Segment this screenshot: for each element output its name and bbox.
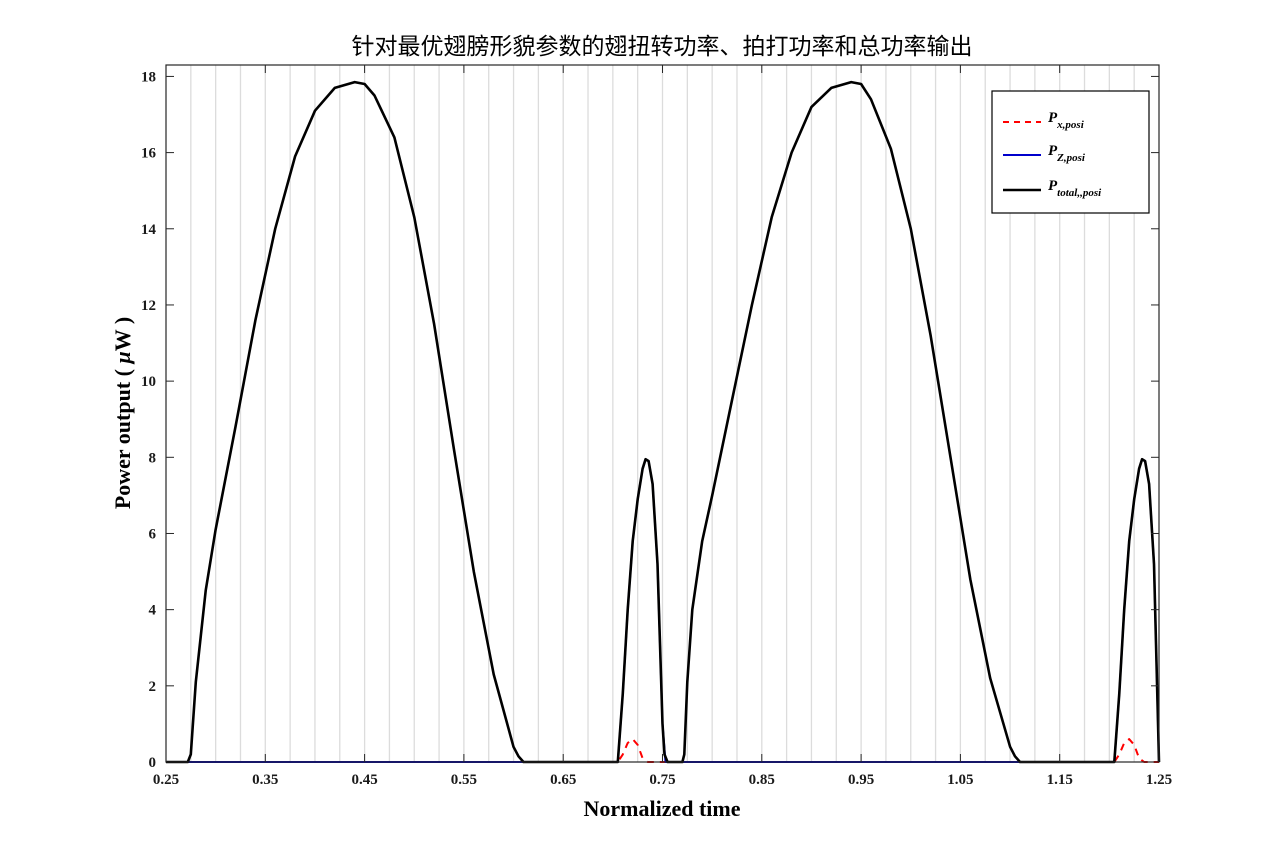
y-tick-label: 4 [149, 603, 157, 619]
y-tick-label: 18 [141, 69, 156, 85]
x-tick-label: 0.45 [351, 772, 377, 788]
y-tick-label: 14 [141, 222, 157, 238]
y-tick-label: 2 [149, 679, 157, 695]
x-axis-label: Normalized time [584, 796, 741, 821]
legend-box [991, 90, 1150, 214]
grid-lines [190, 65, 1135, 762]
y-axis-label: Power output ( μW ) [110, 317, 135, 509]
x-tick-label: 0.35 [252, 772, 278, 788]
legend-pz-main: P [1048, 143, 1058, 159]
x-tick-label: 0.85 [749, 772, 775, 788]
legend: Px,posi PZ,posi Ptotal,,posi [991, 90, 1150, 214]
y-axis-label-prefix: Power output ( [110, 364, 135, 510]
y-tick-label: 10 [141, 374, 156, 390]
legend-label-px: Px,posi [1048, 110, 1085, 131]
chart-title: 针对最优翅膀形貌参数的翅扭转功率、拍打功率和总功率输出 [352, 34, 973, 60]
y-axis-label-mu: μ [110, 351, 135, 364]
y-tick-label: 0 [149, 755, 157, 771]
axis-ticks: 0.25 0.35 0.45 0.55 0.65 0.75 0.85 0.95 1.05 1.15… [141, 65, 1172, 788]
series-ptotal-posi-line [166, 80, 1161, 764]
y-tick-label: 16 [141, 146, 157, 162]
legend-ptotal-main: P [1048, 178, 1058, 194]
x-tick-label: 0.75 [649, 772, 675, 788]
y-tick-label: 12 [141, 298, 156, 314]
y-axis-label-suffix: W ) [110, 317, 135, 351]
x-tick-label: 1.15 [1047, 772, 1073, 788]
legend-px-sub: x,posi [1056, 119, 1085, 131]
legend-px-main: P [1048, 110, 1058, 126]
x-tick-label: 1.25 [1146, 772, 1172, 788]
x-tick-label: 0.95 [848, 772, 874, 788]
x-tick-label: 0.55 [451, 772, 477, 788]
legend-label-pz: PZ,posi [1048, 143, 1086, 164]
legend-ptotal-sub: total,,posi [1057, 187, 1102, 199]
y-tick-label: 6 [149, 526, 157, 542]
legend-pz-sub: Z,posi [1056, 152, 1086, 164]
x-tick-label: 0.25 [153, 772, 179, 788]
x-tick-label: 1.05 [947, 772, 973, 788]
legend-label-ptotal: Ptotal,,posi [1048, 178, 1102, 199]
y-tick-label: 8 [149, 450, 157, 466]
x-tick-label: 0.65 [550, 772, 576, 788]
